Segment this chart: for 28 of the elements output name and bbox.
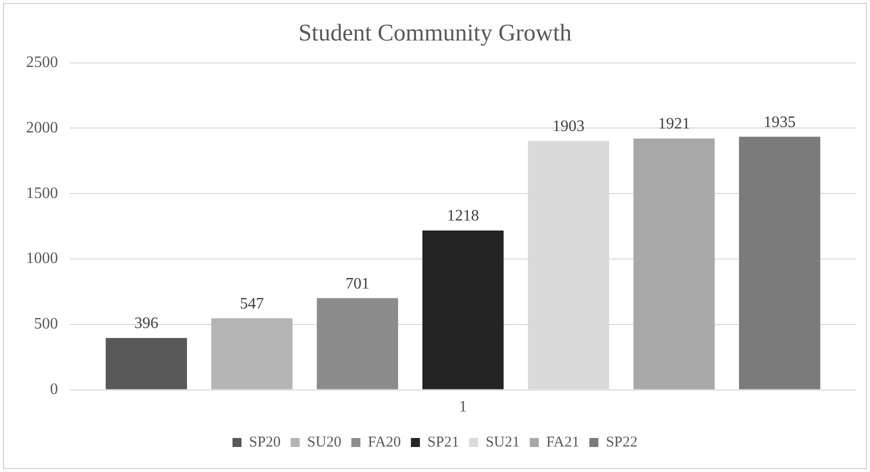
bar (316, 298, 398, 390)
legend-label: SP20 (248, 434, 281, 450)
legend-label: SP21 (427, 434, 460, 450)
y-tick-label: 500 (34, 316, 58, 333)
y-tick-label: 1500 (26, 184, 58, 202)
x-tick-label: 1 (459, 398, 467, 416)
legend-label: SP22 (606, 434, 638, 450)
y-tick-label: 1000 (26, 250, 58, 268)
bar (739, 136, 820, 390)
legend-label: SU21 (486, 434, 520, 450)
chart-title: Student Community Growth (298, 20, 572, 47)
bar (633, 138, 715, 390)
data-label: 547 (240, 295, 264, 312)
legend-label: FA20 (368, 434, 401, 450)
bar (211, 318, 293, 390)
bar (422, 230, 504, 390)
legend-label: FA21 (546, 434, 580, 450)
data-label: 1935 (764, 114, 796, 131)
data-label: 701 (345, 275, 370, 292)
data-label: 1903 (552, 118, 585, 136)
bar (106, 338, 187, 390)
data-label: 1921 (658, 116, 690, 133)
y-tick-label: 0 (50, 381, 58, 398)
data-label: 396 (134, 315, 158, 332)
y-tick-label: 2500 (26, 54, 58, 72)
data-label: 1218 (447, 208, 479, 225)
legend-label: SU20 (307, 434, 342, 450)
y-tick-label: 2000 (26, 119, 58, 136)
